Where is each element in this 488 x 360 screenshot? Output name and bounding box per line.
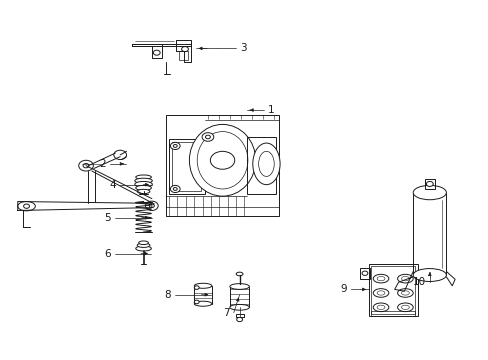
Ellipse shape xyxy=(372,303,388,312)
Text: 3: 3 xyxy=(240,44,246,53)
Ellipse shape xyxy=(412,269,446,282)
Ellipse shape xyxy=(135,178,152,183)
Ellipse shape xyxy=(170,185,180,193)
Bar xyxy=(178,51,188,60)
Ellipse shape xyxy=(258,151,274,176)
Ellipse shape xyxy=(170,142,180,149)
Ellipse shape xyxy=(194,300,199,304)
Ellipse shape xyxy=(426,181,432,186)
Ellipse shape xyxy=(137,189,150,194)
Bar xyxy=(370,266,414,315)
Bar xyxy=(412,193,446,275)
Ellipse shape xyxy=(372,289,388,297)
Text: 2: 2 xyxy=(99,159,106,169)
Bar xyxy=(235,314,243,318)
Ellipse shape xyxy=(83,163,89,168)
Ellipse shape xyxy=(229,305,249,310)
Text: 7: 7 xyxy=(223,308,229,318)
Ellipse shape xyxy=(401,276,408,281)
Ellipse shape xyxy=(372,274,388,283)
Ellipse shape xyxy=(210,151,234,169)
Text: 6: 6 xyxy=(104,248,111,258)
Ellipse shape xyxy=(205,135,210,139)
Bar xyxy=(172,142,200,192)
Text: 8: 8 xyxy=(164,290,171,300)
Ellipse shape xyxy=(194,286,199,289)
Ellipse shape xyxy=(197,132,247,189)
Ellipse shape xyxy=(229,284,249,289)
Ellipse shape xyxy=(401,305,408,310)
Ellipse shape xyxy=(136,175,151,179)
Ellipse shape xyxy=(136,185,151,190)
Text: 5: 5 xyxy=(104,213,111,222)
Text: 1: 1 xyxy=(267,105,274,115)
Ellipse shape xyxy=(145,201,158,211)
Text: 10: 10 xyxy=(412,277,425,287)
Ellipse shape xyxy=(173,188,177,190)
Bar xyxy=(168,139,205,194)
Ellipse shape xyxy=(412,185,446,200)
Bar xyxy=(359,268,369,279)
Bar xyxy=(166,116,278,216)
Ellipse shape xyxy=(194,283,211,288)
Ellipse shape xyxy=(136,246,151,251)
Ellipse shape xyxy=(361,271,367,275)
Bar xyxy=(229,287,249,307)
Text: 4: 4 xyxy=(109,180,116,190)
Bar xyxy=(194,286,211,304)
Ellipse shape xyxy=(23,204,29,208)
Ellipse shape xyxy=(376,276,384,281)
Ellipse shape xyxy=(252,143,280,185)
Ellipse shape xyxy=(137,243,150,247)
Ellipse shape xyxy=(135,181,152,187)
Ellipse shape xyxy=(236,318,242,321)
Ellipse shape xyxy=(173,144,177,147)
Ellipse shape xyxy=(376,291,384,295)
Ellipse shape xyxy=(397,289,412,297)
Ellipse shape xyxy=(194,301,211,306)
Ellipse shape xyxy=(153,50,160,55)
Ellipse shape xyxy=(18,202,35,211)
Ellipse shape xyxy=(149,204,154,208)
Ellipse shape xyxy=(114,150,126,159)
Ellipse shape xyxy=(397,274,412,283)
Ellipse shape xyxy=(79,160,93,171)
Ellipse shape xyxy=(236,272,243,276)
Ellipse shape xyxy=(401,291,408,295)
Ellipse shape xyxy=(397,303,412,312)
Ellipse shape xyxy=(189,125,255,196)
Bar xyxy=(368,264,417,316)
Bar xyxy=(246,137,276,194)
Ellipse shape xyxy=(376,305,384,310)
Ellipse shape xyxy=(139,241,148,244)
Ellipse shape xyxy=(202,133,213,141)
Bar xyxy=(424,179,434,189)
Ellipse shape xyxy=(181,46,188,51)
Bar xyxy=(370,311,414,316)
Text: 9: 9 xyxy=(340,284,346,294)
